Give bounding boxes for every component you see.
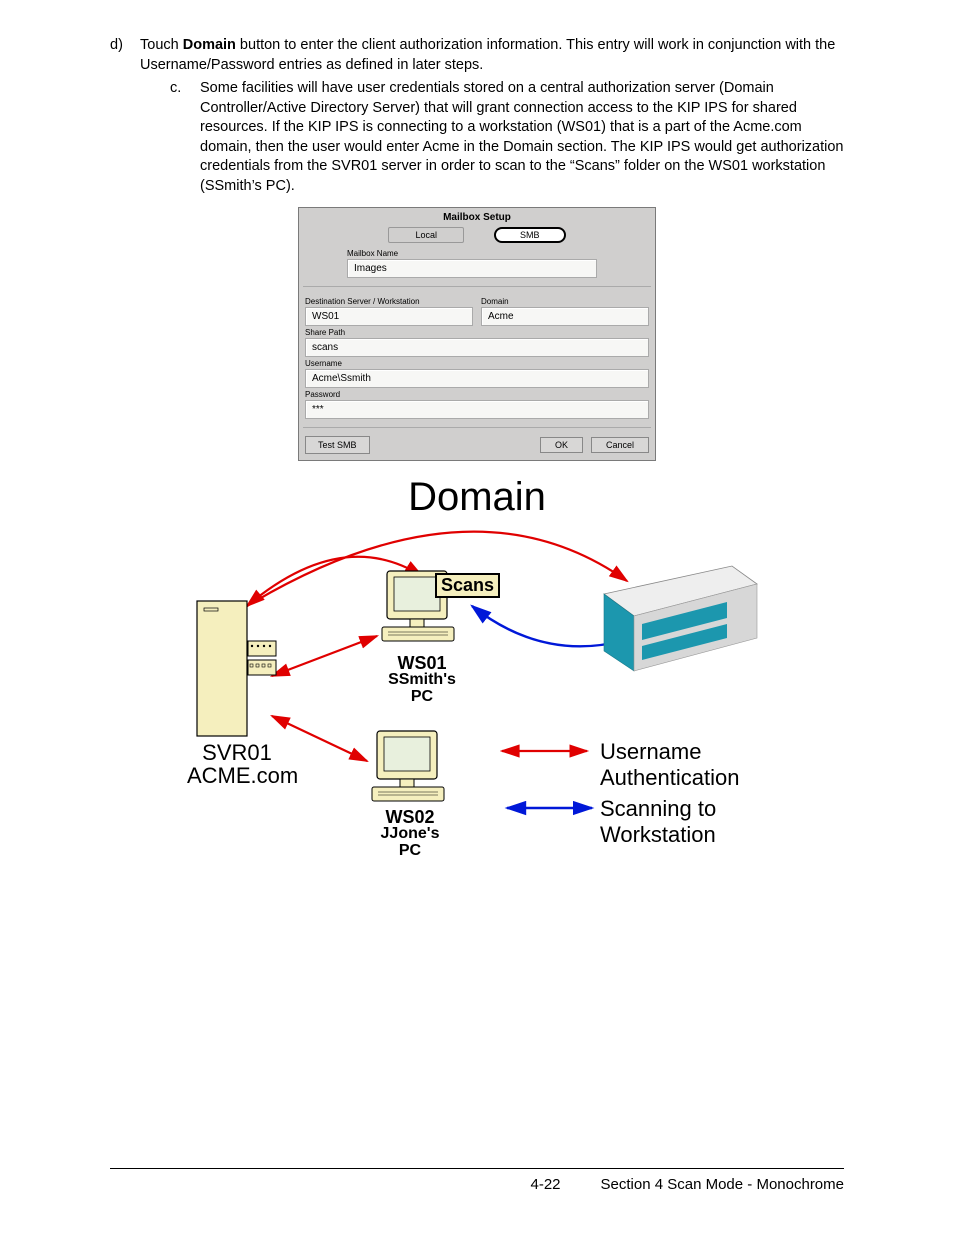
field-domain[interactable]: Acme — [481, 307, 649, 326]
divider — [303, 286, 651, 287]
footer-rule — [110, 1168, 844, 1169]
field-username[interactable]: Acme\Ssmith — [305, 369, 649, 388]
mailbox-setup-dialog: Mailbox Setup Local SMB Mailbox Name Ima… — [298, 207, 656, 461]
label-domain: Domain — [481, 297, 649, 306]
legend-scanning: Scanning to Workstation — [600, 796, 782, 848]
page-footer: 4-22 Section 4 Scan Mode - Monochrome — [110, 1176, 844, 1193]
list-marker: c. — [170, 79, 200, 196]
sublist-item-c: c. Some facilities will have user creden… — [170, 79, 844, 196]
list-content: Some facilities will have user credentia… — [200, 79, 844, 196]
list-marker: d) — [110, 36, 140, 75]
label-username: Username — [305, 359, 649, 368]
domain-bold: Domain — [183, 37, 236, 53]
text-segment: Touch — [140, 37, 183, 53]
ws01-label: WS01 SSmith's PC — [382, 654, 462, 706]
label-share: Share Path — [305, 328, 649, 337]
dialog-title: Mailbox Setup — [305, 212, 649, 223]
diagram-title: Domain — [172, 475, 782, 520]
field-destination[interactable]: WS01 — [305, 307, 473, 326]
scans-folder-label: Scans — [435, 573, 500, 598]
document-page: d) Touch Domain button to enter the clie… — [0, 0, 954, 1235]
section-title: Section 4 Scan Mode - Monochrome — [601, 1176, 844, 1193]
ws02-label: WS02 JJone's PC — [370, 808, 450, 860]
list-item-d: d) Touch Domain button to enter the clie… — [110, 36, 844, 75]
field-share[interactable]: scans — [305, 338, 649, 357]
domain-diagram-section: Domain — [172, 475, 782, 856]
ok-button[interactable]: OK — [540, 437, 583, 453]
label-destination: Destination Server / Workstation — [305, 297, 473, 306]
test-smb-button[interactable]: Test SMB — [305, 436, 370, 454]
text-segment: button to enter the client authorization… — [140, 37, 835, 73]
printer-icon — [604, 526, 757, 671]
body-text: d) Touch Domain button to enter the clie… — [110, 36, 844, 197]
tabs-row: Local SMB — [305, 227, 649, 243]
tab-local[interactable]: Local — [388, 227, 464, 243]
server-icon — [197, 601, 276, 736]
field-password[interactable]: *** — [305, 400, 649, 419]
list-content: Touch Domain button to enter the client … — [140, 36, 844, 75]
button-row: Test SMB OK Cancel — [305, 436, 649, 454]
page-number: 4-22 — [531, 1176, 561, 1193]
legend-username-auth: Username Authentication — [600, 739, 782, 791]
svr01-label: SVR01 ACME.com — [187, 741, 287, 787]
divider — [303, 427, 651, 428]
label-password: Password — [305, 390, 649, 399]
ws02-icon — [372, 731, 444, 801]
label-mailbox-name: Mailbox Name — [347, 249, 597, 258]
field-mailbox-name[interactable]: Images — [347, 259, 597, 278]
tab-smb[interactable]: SMB — [494, 227, 566, 243]
cancel-button[interactable]: Cancel — [591, 437, 649, 453]
domain-diagram: Scans WS01 SSmith's PC WS02 JJone's PC S… — [172, 526, 782, 856]
